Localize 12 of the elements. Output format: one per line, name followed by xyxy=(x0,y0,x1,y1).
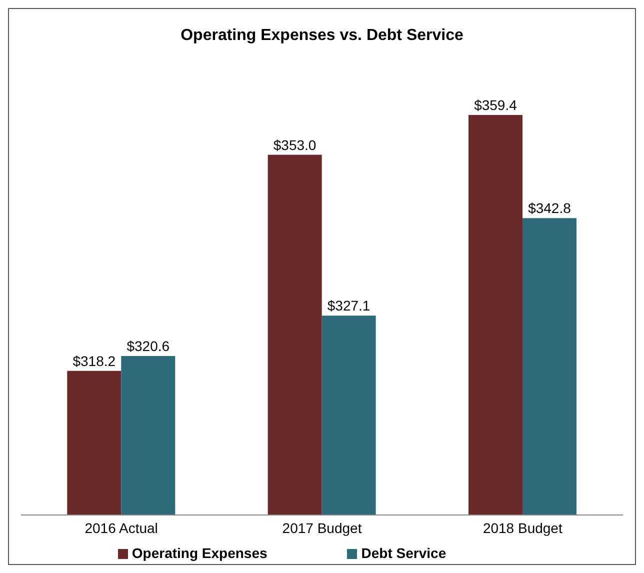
chart-title: Operating Expenses vs. Debt Service xyxy=(180,26,464,45)
data-label: $342.8 xyxy=(528,200,572,216)
legend-label: Debt Service xyxy=(361,545,446,561)
data-label: $359.4 xyxy=(474,97,518,113)
x-tick-label: 2018 Budget xyxy=(482,520,562,536)
data-label: $327.1 xyxy=(327,298,370,314)
data-label: $318.2 xyxy=(72,352,116,369)
x-tick-label: 2016 Actual xyxy=(84,520,158,536)
legend-label: Operating Expenses xyxy=(132,545,268,561)
data-label: $353.0 xyxy=(273,136,316,153)
x-tick-label: 2017 Budget xyxy=(282,520,362,536)
data-label: $320.6 xyxy=(126,338,170,354)
